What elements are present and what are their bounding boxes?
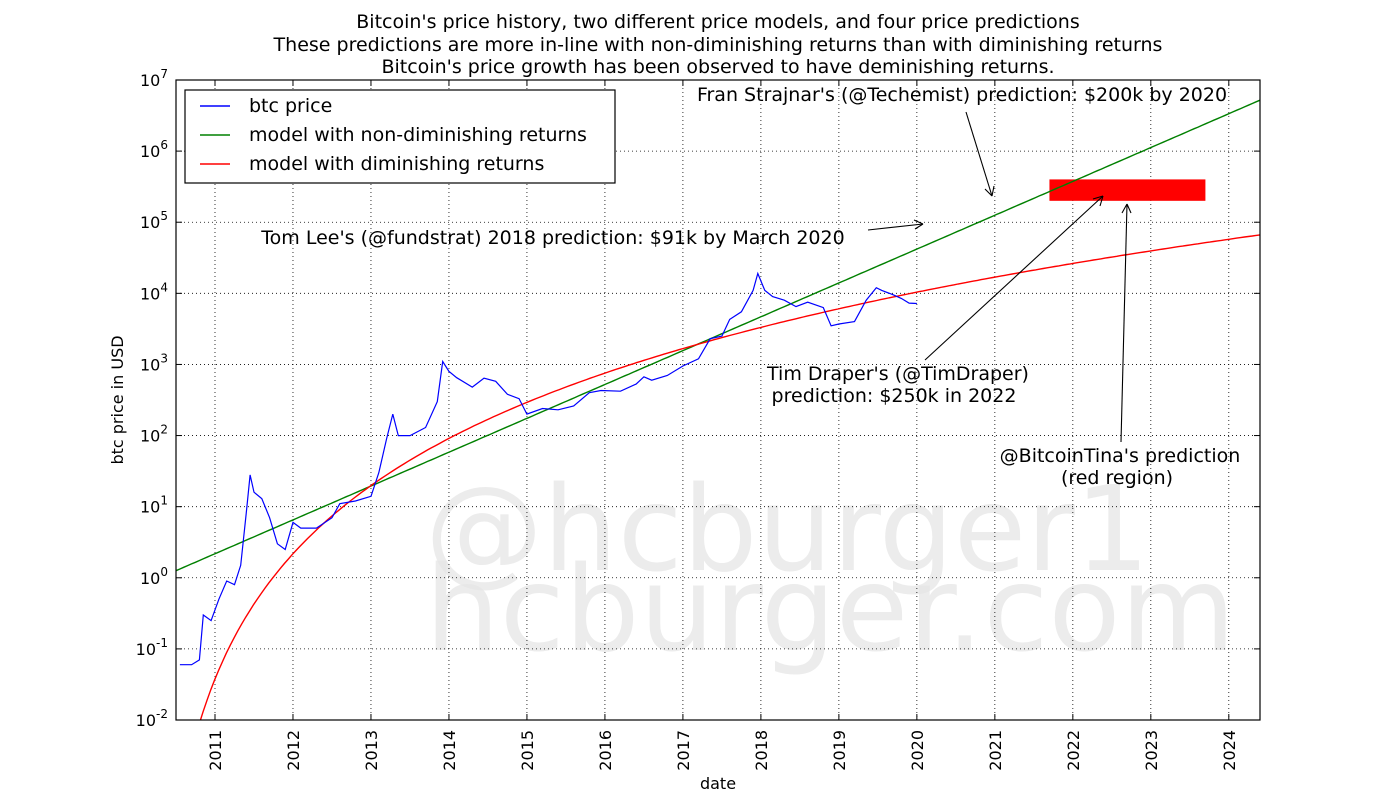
arrowhead-tina	[1121, 203, 1132, 214]
legend: btc price model with non-diminishing ret…	[184, 89, 616, 184]
annotations: Fran Strajnar's (@Techemist) prediction:…	[260, 84, 1240, 489]
y-tick-label: 10-2	[136, 707, 168, 730]
arrow-tina	[1120, 203, 1128, 443]
series-line-non-diminishing-model	[176, 99, 1260, 572]
annotation-lee: Tom Lee's (@fundstrat) 2018 prediction: …	[260, 227, 844, 249]
x-tick-label: 2011	[206, 730, 225, 771]
title-line-3: Bitcoin's price growth has been observed…	[381, 56, 1054, 78]
plot-frame	[175, 79, 1261, 721]
legend-label-non-diminishing-model: model with non-diminishing returns	[249, 124, 587, 146]
x-tick-label: 2023	[1142, 730, 1161, 771]
annotation-strajnar: Fran Strajnar's (@Techemist) prediction:…	[697, 84, 1227, 106]
annotation-tina-line-2: (red region)	[1061, 467, 1173, 489]
x-tick-label: 2018	[752, 730, 771, 771]
arrowhead-lee	[913, 219, 924, 230]
series-layer	[176, 99, 1260, 720]
legend-label-diminishing-model: model with diminishing returns	[249, 153, 544, 175]
series-line-btc-price	[179, 271, 917, 666]
x-tick-label: 2016	[596, 730, 615, 771]
chart-title: Bitcoin's price history, two different p…	[273, 11, 1163, 78]
title-line-2: These predictions are more in-line with …	[273, 34, 1163, 56]
y-tick-label: 104	[140, 280, 168, 303]
x-tick-label: 2019	[830, 730, 849, 771]
x-tick-label: 2012	[284, 730, 303, 771]
watermark: @hcburger1 hcburger.com	[425, 460, 1236, 678]
watermark-line-2: hcburger.com	[425, 540, 1236, 678]
y-tick-label: 106	[140, 138, 168, 161]
legend-label-btc-price: btc price	[249, 95, 332, 117]
arrow-lee	[867, 223, 924, 231]
y-tick-labels: 10-2 10-1 100 101 102 103 104 105 106 107	[136, 67, 168, 730]
x-tick-labels: 2011 2012 2013 2014 2015 2016 2017 2018 2019 2020…	[206, 730, 1239, 771]
annotation-tina-line-1: @BitcoinTina's prediction	[1000, 445, 1241, 467]
arrowhead-draper	[1092, 195, 1104, 207]
y-tick-label: 10-1	[136, 636, 168, 659]
x-tick-label: 2015	[518, 730, 537, 771]
x-tick-label: 2013	[362, 730, 381, 771]
y-tick-label: 105	[140, 209, 168, 232]
arrow-strajnar	[965, 111, 993, 197]
y-axis-label: btc price in USD	[108, 335, 127, 464]
title-line-1: Bitcoin's price history, two different p…	[356, 11, 1079, 33]
series-line-diminishing-model	[199, 234, 1260, 720]
bitcointina-prediction-region	[1049, 179, 1206, 201]
x-tick-label: 2022	[1064, 730, 1083, 771]
watermark-line-1: @hcburger1	[425, 460, 1150, 598]
y-tick-label: 100	[140, 565, 168, 588]
x-tick-label: 2017	[674, 730, 693, 771]
x-tick-label: 2020	[908, 730, 927, 771]
arrowhead-strajnar	[984, 185, 995, 197]
y-tick-label: 101	[140, 494, 168, 517]
x-tick-label: 2024	[1220, 730, 1239, 771]
arrow-draper	[924, 195, 1104, 361]
x-axis-label: date	[700, 774, 736, 793]
annotation-draper-line-1: Tim Draper's (@TimDraper)	[766, 363, 1029, 385]
x-tick-label: 2014	[440, 730, 459, 771]
y-tick-label: 107	[140, 67, 168, 90]
annotation-draper-line-2: prediction: $250k in 2022	[772, 385, 1017, 407]
y-tick-label: 102	[140, 423, 168, 446]
x-tick-label: 2021	[986, 730, 1005, 771]
y-tick-label: 103	[140, 351, 168, 374]
axis-ticks	[176, 79, 1260, 721]
legend-box	[184, 89, 616, 184]
